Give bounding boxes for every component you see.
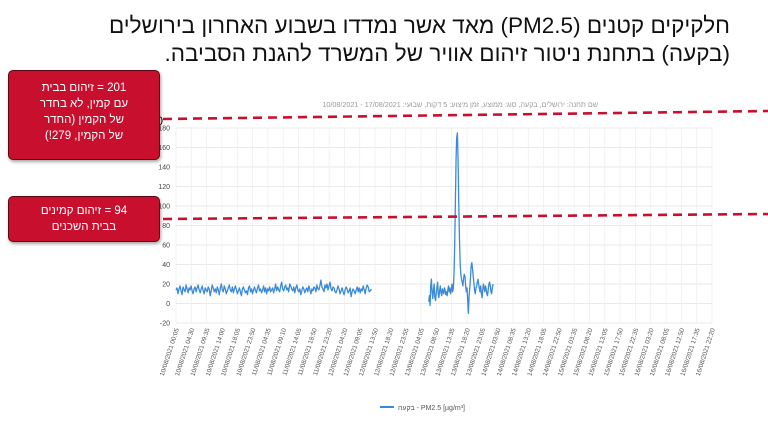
reference-line-201 bbox=[162, 109, 768, 121]
callout-top-line-2: עם קמין, לא בחדר bbox=[39, 98, 129, 110]
reference-line-94 bbox=[162, 212, 768, 221]
slide-title: חלקיקים קטנים (PM2.5) מאד אשר נמדדו בשבו… bbox=[30, 12, 730, 68]
y-tick-label: 0 bbox=[166, 301, 170, 308]
y-tick-label: 120 bbox=[158, 184, 170, 191]
y-tick-label: 80 bbox=[162, 223, 170, 230]
series-line-pm25 bbox=[175, 279, 372, 298]
y-tick-label: 60 bbox=[162, 243, 170, 250]
series-line-pm25 bbox=[428, 132, 494, 314]
y-tick-label: 100 bbox=[158, 204, 170, 211]
slide-title-line-1: חלקיקים קטנים (PM2.5) מאד אשר נמדדו בשבו… bbox=[108, 13, 730, 38]
y-tick-label: 140 bbox=[158, 165, 170, 172]
callout-neighbors-fireplace: 94 = זיהום קמינים בבית השכנים bbox=[8, 196, 160, 242]
callout-home-fireplace: 201 = זיהום בבית עם קמין, לא בחדר של הקמ… bbox=[8, 70, 160, 160]
y-tick-label: 40 bbox=[162, 262, 170, 269]
y-tick-label: 20 bbox=[162, 282, 170, 289]
callout-top-line-4: של הקמין, 279!) bbox=[44, 130, 124, 142]
y-tick-label: -20 bbox=[160, 321, 170, 328]
chart-subtitle: שם תחנה: ירושלים, בקעה, סוג: ממוצע, זמן … bbox=[322, 100, 598, 109]
slide-title-line-2: (בקעה) בתחנת ניטור זיהום אוויר של המשרד … bbox=[164, 41, 730, 66]
callout-bottom-line-1: 94 = זיהום קמינים bbox=[40, 205, 128, 217]
y-tick-label: 160 bbox=[158, 145, 170, 152]
legend-label: בקעה - PM2.5 [µg/m³] bbox=[398, 405, 465, 412]
callout-top-line-3: של הקמין (החדר bbox=[43, 114, 125, 126]
callout-top-line-1: 201 = זיהום בבית bbox=[41, 82, 127, 94]
y-tick-label: 180 bbox=[158, 126, 170, 133]
callout-bottom-line-2: בבית השכנים bbox=[51, 221, 117, 233]
